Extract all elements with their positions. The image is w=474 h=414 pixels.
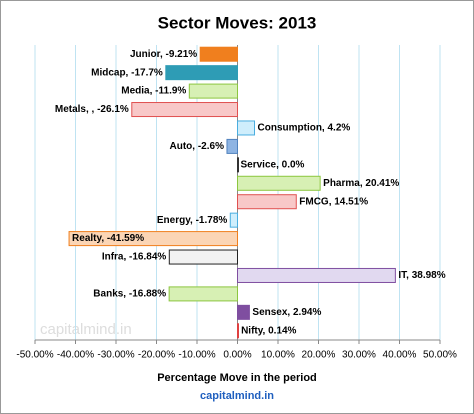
x-tick-label: -30.00% bbox=[97, 350, 134, 361]
bar bbox=[229, 212, 239, 228]
bar bbox=[188, 83, 238, 99]
x-tick-label: 30.00% bbox=[342, 350, 376, 361]
data-label: Infra, -16.84% bbox=[102, 252, 167, 263]
bar bbox=[237, 157, 239, 173]
x-tick-label: 50.00% bbox=[423, 350, 457, 361]
data-label: Midcap, -17.7% bbox=[91, 67, 163, 78]
bar bbox=[226, 138, 239, 154]
x-tick-label: 0.00% bbox=[223, 350, 251, 361]
bar bbox=[165, 65, 238, 81]
x-tick-label: 20.00% bbox=[302, 350, 336, 361]
data-label: Metals, , -26.1% bbox=[55, 104, 129, 115]
footer: capitalmind.in bbox=[200, 390, 274, 402]
bar bbox=[68, 231, 238, 247]
bar bbox=[237, 120, 256, 136]
data-label: Realty, -41.59% bbox=[72, 233, 144, 244]
data-label: Auto, -2.6% bbox=[170, 141, 225, 152]
bar bbox=[237, 323, 239, 339]
bar bbox=[237, 175, 321, 191]
x-tick-label: -10.00% bbox=[178, 350, 215, 361]
data-label: Service, 0.0% bbox=[241, 159, 305, 170]
x-axis-title: Percentage Move in the period bbox=[157, 372, 317, 384]
x-tick-label: -40.00% bbox=[57, 350, 94, 361]
bar bbox=[237, 267, 396, 283]
data-label: Nifty, 0.14% bbox=[241, 325, 296, 336]
chart-title: Sector Moves: 2013 bbox=[158, 13, 317, 32]
bar bbox=[237, 304, 250, 320]
bar bbox=[168, 249, 239, 265]
data-label: FMCG, 14.51% bbox=[299, 196, 368, 207]
watermark: capitalmind.in bbox=[40, 321, 132, 338]
data-label: Energy, -1.78% bbox=[157, 215, 228, 226]
bar bbox=[199, 46, 238, 62]
x-tick-label: 40.00% bbox=[383, 350, 417, 361]
bar bbox=[168, 286, 238, 302]
data-label: Media, -11.9% bbox=[121, 86, 186, 97]
x-tick-label: -20.00% bbox=[138, 350, 175, 361]
bar bbox=[131, 102, 238, 118]
data-label: Sensex, 2.94% bbox=[252, 307, 321, 318]
data-label: IT, 38.98% bbox=[398, 270, 445, 281]
bar bbox=[237, 194, 297, 210]
data-label: Junior, -9.21% bbox=[130, 49, 197, 60]
data-label: Banks, -16.88% bbox=[93, 289, 166, 300]
x-tick-label: -50.00% bbox=[16, 350, 53, 361]
data-label: Consumption, 4.2% bbox=[258, 123, 351, 134]
x-tick-label: 10.00% bbox=[261, 350, 295, 361]
data-label: Pharma, 20.41% bbox=[323, 178, 399, 189]
